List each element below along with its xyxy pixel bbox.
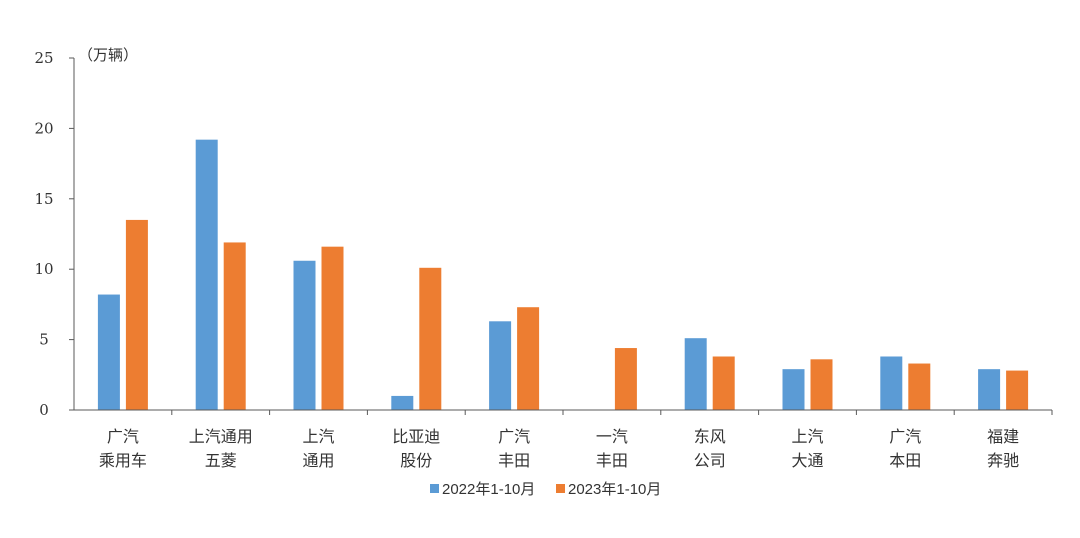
x-category-label: 公司 [694, 451, 726, 470]
bar-2023-2 [321, 246, 344, 410]
bar-2023-8 [908, 363, 931, 410]
y-tick-label: 5 [39, 331, 49, 349]
y-tick-label: 25 [34, 49, 53, 67]
bar-2023-9 [1006, 370, 1029, 410]
bar-2023-1 [223, 242, 246, 410]
bar-2022-7 [782, 369, 805, 410]
y-tick-label: 10 [34, 260, 53, 278]
x-category-label: 福建 [987, 427, 1019, 446]
x-category-label: 奔驰 [987, 451, 1019, 470]
bar-2023-6 [712, 356, 735, 410]
bar-2022-4 [489, 321, 512, 410]
bar-2022-0 [97, 294, 120, 410]
bar-2022-8 [880, 356, 903, 410]
legend-label-1: 2023年1-10月 [568, 481, 661, 498]
x-category-label: 东风 [694, 427, 726, 446]
bar-2023-0 [125, 219, 148, 410]
x-axis: 广汽乘用车上汽通用五菱上汽通用比亚迪股份广汽丰田一汽丰田东风公司上汽大通广汽本田… [74, 409, 1053, 470]
y-tick-label: 0 [39, 401, 49, 419]
y-tick-label: 20 [34, 119, 53, 137]
bar-2022-3 [391, 395, 414, 410]
bar-2023-5 [614, 348, 637, 410]
bar-2023-7 [810, 359, 833, 410]
x-category-label: 上汽 [791, 427, 823, 446]
legend-label-0: 2022年1-10月 [442, 481, 535, 498]
x-category-label: 上汽通用 [189, 427, 253, 446]
x-category-label: 丰田 [498, 451, 530, 470]
bars-group [97, 139, 1029, 410]
x-category-label: 广汽 [107, 427, 139, 446]
bar-2023-3 [419, 267, 442, 410]
y-axis: 0 5 10 15 20 25 [34, 49, 75, 419]
y-unit-label: （万辆） [78, 46, 138, 64]
x-category-label: 大通 [791, 451, 823, 470]
bar-2022-9 [978, 369, 1001, 410]
x-category-label: 乘用车 [99, 451, 147, 470]
bar-2022-6 [684, 338, 707, 410]
legend-swatch-0 [430, 484, 439, 493]
y-tick-label: 15 [34, 190, 53, 208]
x-category-label: 丰田 [596, 451, 628, 470]
x-category-label: 本田 [889, 451, 921, 470]
x-category-label: 通用 [302, 451, 334, 470]
x-category-label: 上汽 [302, 427, 334, 446]
bar-2022-2 [293, 260, 316, 410]
x-category-label: 比亚迪 [392, 427, 440, 446]
legend: 2022年1-10月 2023年1-10月 [430, 481, 661, 498]
legend-swatch-1 [556, 484, 565, 493]
x-category-label: 五菱 [205, 451, 237, 470]
x-category-label: 一汽 [596, 427, 628, 446]
bar-2023-4 [517, 307, 540, 410]
x-category-label: 广汽 [498, 427, 530, 446]
x-category-label: 广汽 [889, 427, 921, 446]
bar-2022-1 [195, 139, 218, 410]
x-category-label: 股份 [400, 451, 432, 470]
